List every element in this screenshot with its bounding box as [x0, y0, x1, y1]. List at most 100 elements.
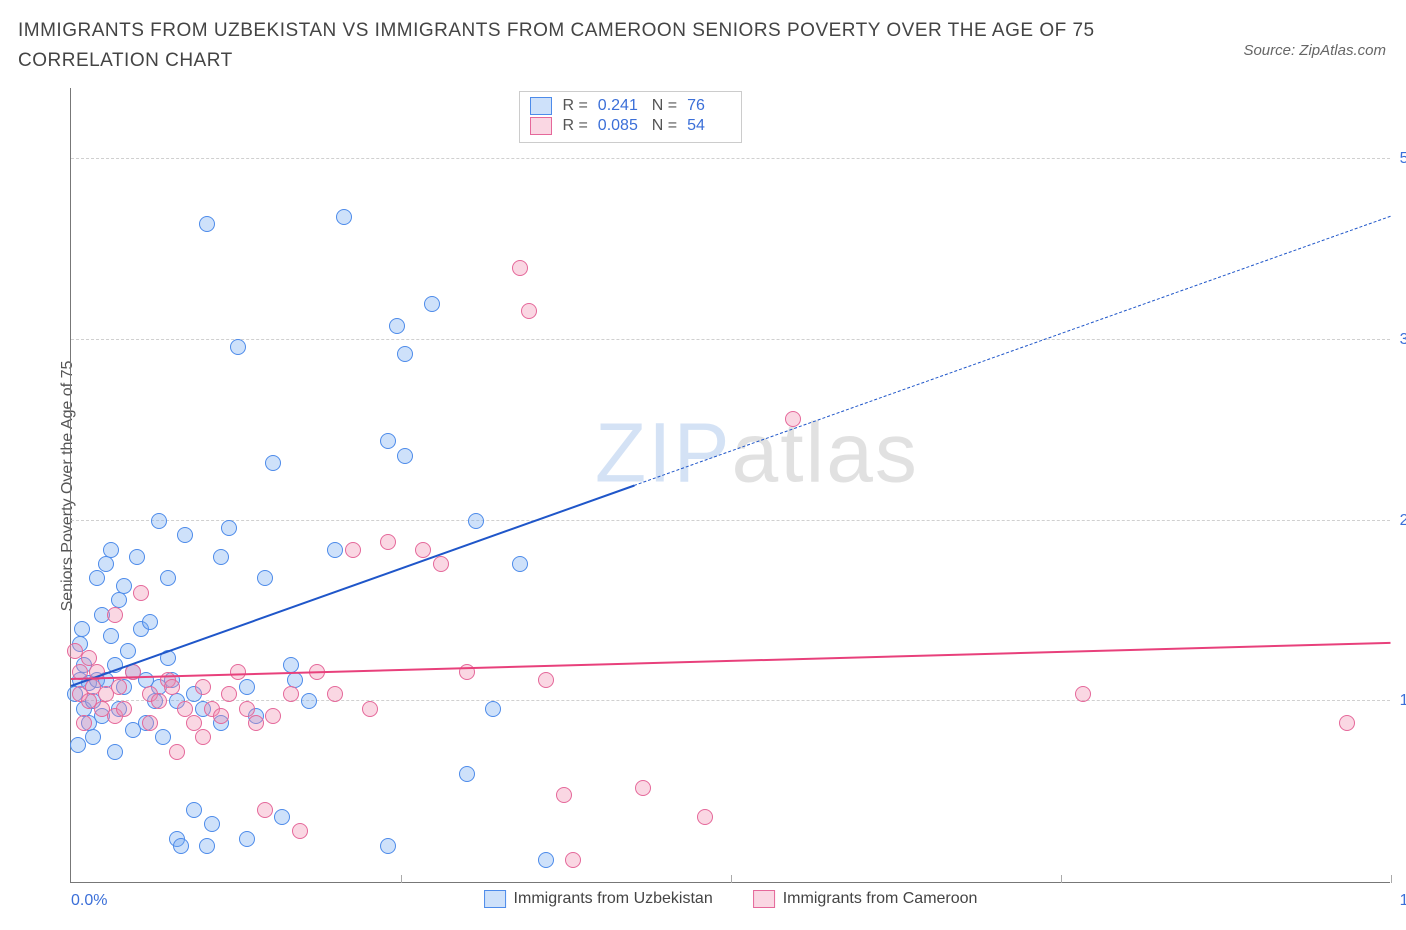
data-point-uzbekistan — [116, 578, 132, 594]
bottom-legend: Immigrants from Uzbekistan Immigrants fr… — [484, 890, 978, 908]
chart-area: Seniors Poverty Over the Age of 75 ZIPat… — [50, 88, 1390, 883]
source-attribution: Source: ZipAtlas.com — [1243, 42, 1386, 59]
y-tick-label: 50.0% — [1400, 150, 1406, 168]
data-point-cameroon — [186, 715, 202, 731]
data-point-cameroon — [76, 715, 92, 731]
data-point-uzbekistan — [397, 346, 413, 362]
data-point-cameroon — [327, 686, 343, 702]
data-point-cameroon — [133, 585, 149, 601]
data-point-uzbekistan — [186, 802, 202, 818]
data-point-uzbekistan — [239, 679, 255, 695]
data-point-uzbekistan — [459, 766, 475, 782]
data-point-cameroon — [512, 260, 528, 276]
r-label: R = — [562, 117, 587, 135]
gridline — [71, 339, 1390, 340]
data-point-uzbekistan — [485, 701, 501, 717]
swatch-cameroon — [530, 117, 552, 135]
data-point-cameroon — [107, 607, 123, 623]
trend-line — [71, 642, 1391, 680]
data-point-uzbekistan — [151, 513, 167, 529]
stats-row-uzbekistan: R = 0.241 N = 76 — [530, 96, 731, 116]
data-point-uzbekistan — [85, 729, 101, 745]
data-point-uzbekistan — [213, 549, 229, 565]
x-tick — [401, 875, 402, 883]
data-point-uzbekistan — [160, 570, 176, 586]
x-tick — [731, 875, 732, 883]
data-point-uzbekistan — [98, 556, 114, 572]
chart-title: IMMIGRANTS FROM UZBEKISTAN VS IMMIGRANTS… — [18, 16, 1118, 77]
y-tick-label: 12.5% — [1400, 692, 1406, 710]
data-point-uzbekistan — [204, 816, 220, 832]
data-point-cameroon — [195, 679, 211, 695]
data-point-uzbekistan — [380, 838, 396, 854]
x-axis-start-label: 0.0% — [71, 892, 107, 910]
r-value-cameroon: 0.085 — [598, 117, 642, 135]
data-point-uzbekistan — [468, 513, 484, 529]
data-point-uzbekistan — [257, 570, 273, 586]
swatch-cameroon — [753, 890, 775, 908]
data-point-cameroon — [565, 852, 581, 868]
data-point-uzbekistan — [327, 542, 343, 558]
watermark-zip: ZIP — [595, 406, 732, 500]
legend-item-cameroon: Immigrants from Cameroon — [753, 890, 978, 908]
data-point-cameroon — [415, 542, 431, 558]
data-point-cameroon — [521, 303, 537, 319]
data-point-uzbekistan — [336, 209, 352, 225]
data-point-cameroon — [169, 744, 185, 760]
x-axis-end-label: 15.0% — [1400, 892, 1406, 910]
data-point-uzbekistan — [239, 831, 255, 847]
legend-label-cameroon: Immigrants from Cameroon — [783, 890, 978, 908]
legend-label-uzbekistan: Immigrants from Uzbekistan — [514, 890, 713, 908]
r-value-uzbekistan: 0.241 — [598, 97, 642, 115]
data-point-cameroon — [345, 542, 361, 558]
gridline — [71, 700, 1390, 701]
data-point-uzbekistan — [103, 542, 119, 558]
data-point-uzbekistan — [103, 628, 119, 644]
data-point-uzbekistan — [397, 448, 413, 464]
stats-legend: R = 0.241 N = 76 R = 0.085 N = 54 — [519, 91, 742, 143]
watermark: ZIPatlas — [595, 405, 919, 502]
data-point-uzbekistan — [389, 318, 405, 334]
data-point-cameroon — [380, 534, 396, 550]
data-point-uzbekistan — [74, 621, 90, 637]
data-point-uzbekistan — [274, 809, 290, 825]
watermark-atlas: atlas — [732, 406, 919, 500]
data-point-uzbekistan — [424, 296, 440, 312]
data-point-cameroon — [556, 787, 572, 803]
swatch-uzbekistan — [484, 890, 506, 908]
data-point-uzbekistan — [142, 614, 158, 630]
data-point-cameroon — [81, 650, 97, 666]
data-point-cameroon — [697, 809, 713, 825]
data-point-uzbekistan — [107, 744, 123, 760]
data-point-cameroon — [177, 701, 193, 717]
n-label: N = — [652, 97, 677, 115]
data-point-uzbekistan — [265, 455, 281, 471]
data-point-uzbekistan — [120, 643, 136, 659]
data-point-uzbekistan — [199, 838, 215, 854]
y-tick-label: 25.0% — [1400, 512, 1406, 530]
x-tick — [1391, 875, 1392, 883]
gridline — [71, 158, 1390, 159]
data-point-cameroon — [1339, 715, 1355, 731]
data-point-cameroon — [538, 672, 554, 688]
data-point-cameroon — [362, 701, 378, 717]
n-value-cameroon: 54 — [687, 117, 731, 135]
data-point-uzbekistan — [301, 693, 317, 709]
swatch-uzbekistan — [530, 97, 552, 115]
data-point-cameroon — [283, 686, 299, 702]
data-point-uzbekistan — [512, 556, 528, 572]
stats-row-cameroon: R = 0.085 N = 54 — [530, 116, 731, 136]
r-label: R = — [562, 97, 587, 115]
y-tick-label: 37.5% — [1400, 331, 1406, 349]
plot-area: ZIPatlas R = 0.241 N = 76 R = 0.085 N = … — [70, 88, 1390, 883]
data-point-cameroon — [195, 729, 211, 745]
data-point-cameroon — [265, 708, 281, 724]
data-point-uzbekistan — [155, 729, 171, 745]
legend-item-uzbekistan: Immigrants from Uzbekistan — [484, 890, 713, 908]
data-point-cameroon — [111, 679, 127, 695]
data-point-cameroon — [239, 701, 255, 717]
data-point-uzbekistan — [230, 339, 246, 355]
data-point-cameroon — [292, 823, 308, 839]
data-point-uzbekistan — [538, 852, 554, 868]
data-point-cameroon — [785, 411, 801, 427]
